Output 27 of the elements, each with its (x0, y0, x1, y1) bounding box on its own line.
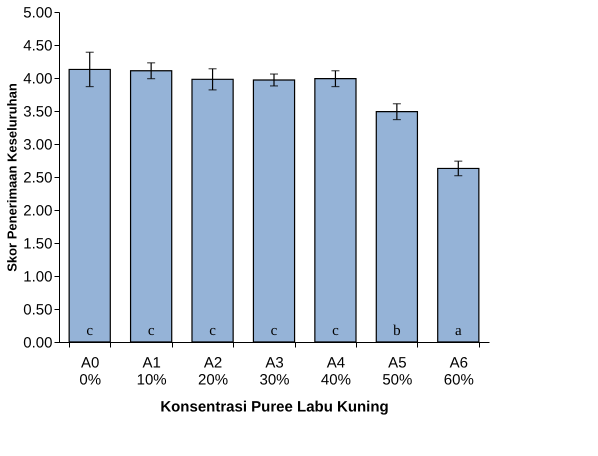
y-tick-label: 3.00 (23, 136, 52, 154)
y-tick-label: 5.00 (23, 4, 52, 22)
x-tick-label: A0 0% (79, 354, 102, 388)
data-label: c (86, 323, 94, 339)
data-label: b (393, 323, 401, 339)
y-axis-title: Skor Penerimaan Keseluruhan (4, 83, 20, 272)
data-label: c (148, 323, 155, 339)
y-tick-label: 3.50 (23, 104, 52, 120)
data-label: a (454, 323, 462, 339)
x-tick-label: A2 20% (198, 354, 228, 388)
y-tick-label: 0.50 (23, 302, 52, 318)
x-tick-label: A5 50% (382, 354, 412, 388)
y-tick-label: 0.00 (23, 334, 52, 352)
x-axis-title: Konsentrasi Puree Labu Kuning (160, 398, 389, 416)
data-label: c (209, 323, 216, 339)
y-tick-label: 2.00 (23, 202, 52, 220)
y-tick-label: 4.50 (23, 38, 52, 54)
y-tick-label: 4.00 (23, 70, 52, 88)
x-tick-label: A1 10% (136, 354, 167, 388)
x-tick-label: A3 30% (259, 354, 290, 388)
data-label: c (270, 323, 278, 339)
y-tick-label: 1.00 (23, 268, 52, 286)
y-tick-label: 1.50 (23, 236, 52, 252)
data-label: c (332, 323, 340, 339)
x-tick-label: A6 60% (444, 354, 474, 388)
x-tick-label: A4 40% (320, 354, 351, 388)
y-tick-label: 2.50 (23, 170, 52, 186)
